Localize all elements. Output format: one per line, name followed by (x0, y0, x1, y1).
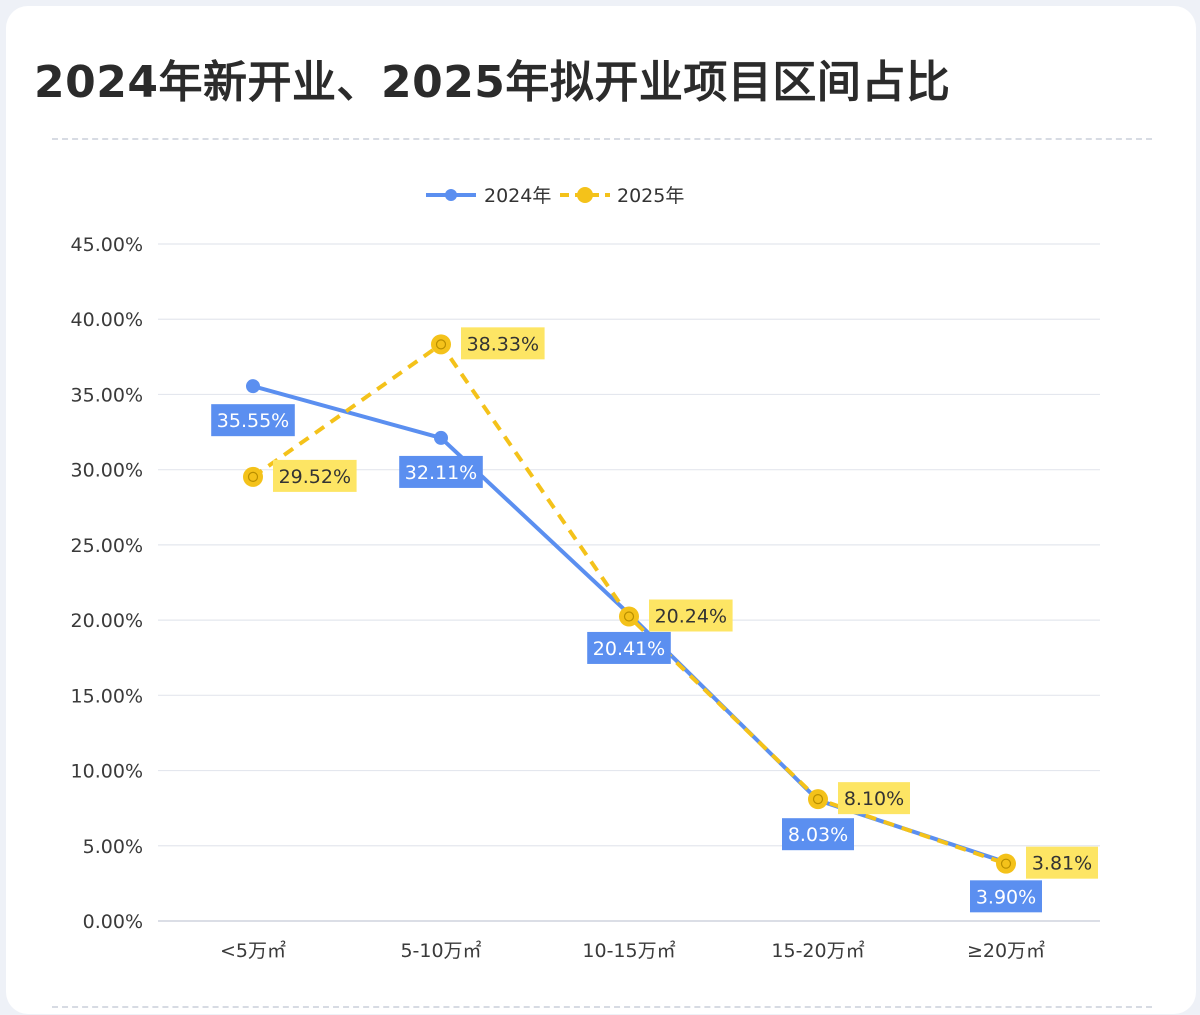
point-2025-ring (435, 339, 447, 350)
data-label-2025-bg (1026, 846, 1098, 879)
y-axis-ticks: 0.00% 5.00% 10.00% 15.00% 20.00% 25.00% 30.00%… (71, 234, 143, 933)
data-label-2024-bg (970, 880, 1042, 913)
legend-label-2024: 2024年 (484, 185, 551, 207)
chart-title: 2024年新开业、2025年拟开业项目区间占比 (34, 57, 951, 108)
y-tick-label: 35.00% (71, 384, 143, 406)
data-label-2024-text: 35.55% (217, 410, 289, 432)
point-2025 (996, 853, 1016, 874)
y-tick-label: 45.00% (71, 234, 143, 256)
point-2025-ring (247, 471, 259, 482)
data-label-2025-bg (649, 599, 733, 632)
data-label-2024-text: 8.03% (788, 824, 848, 846)
data-label-2025-text: 3.81% (1032, 853, 1092, 875)
data-label-2024-bg (587, 631, 671, 664)
data-label-2025: 38.33% (461, 327, 545, 360)
data-label-2025-text: 38.33% (467, 333, 539, 355)
point-2024 (246, 379, 260, 394)
data-label-2025: 20.24% (649, 599, 733, 632)
data-label-2024: 3.90% (970, 880, 1042, 913)
bottom-divider (52, 1006, 1152, 1008)
legend-marker-2024 (445, 189, 457, 201)
y-tick-label: 5.00% (83, 836, 143, 858)
point-2025 (431, 334, 451, 355)
legend-marker-2025 (577, 187, 593, 203)
data-label-2024-text: 3.90% (976, 886, 1036, 908)
point-2024 (434, 430, 448, 445)
y-tick-label: 20.00% (71, 610, 143, 632)
y-tick-label: 10.00% (71, 761, 143, 783)
data-label-2024-text: 20.41% (593, 638, 665, 660)
data-label-2024-bg (399, 455, 483, 488)
x-tick-label: ≥20万㎡ (967, 939, 1045, 962)
data-label-2025-text: 20.24% (655, 606, 727, 628)
point-2025 (808, 789, 828, 810)
data-label-2025: 3.81% (1026, 846, 1098, 879)
data-label-2024: 20.41% (587, 631, 671, 664)
point-2025-ring (1000, 858, 1012, 869)
legend: 2024年 2025年 (426, 185, 684, 207)
point-2025-ring (812, 794, 824, 805)
legend-label-2025: 2025年 (617, 185, 684, 207)
data-label-2025-text: 29.52% (279, 466, 351, 488)
gridlines (158, 243, 1100, 922)
y-tick-label: 30.00% (71, 460, 143, 482)
y-tick-label: 25.00% (71, 535, 143, 557)
data-label-2024: 32.11% (399, 455, 483, 488)
data-label-2025-bg (461, 327, 545, 360)
data-label-2025-bg (838, 782, 910, 815)
y-tick-label: 40.00% (71, 309, 143, 331)
data-label-2024: 35.55% (211, 404, 295, 437)
x-tick-label: 15-20万㎡ (771, 939, 864, 962)
x-tick-label: 10-15万㎡ (582, 939, 675, 962)
data-label-2024: 8.03% (782, 818, 854, 851)
data-label-2025: 29.52% (273, 459, 357, 492)
data-label-2024-bg (782, 818, 854, 851)
x-axis-ticks: <5万㎡ 5-10万㎡ 10-15万㎡ 15-20万㎡ ≥20万㎡ (220, 939, 1045, 962)
data-label-2024-text: 32.11% (405, 462, 477, 484)
point-2025 (619, 606, 639, 627)
x-tick-label: 5-10万㎡ (400, 939, 481, 962)
x-tick-label: <5万㎡ (220, 939, 286, 962)
y-tick-label: 15.00% (71, 685, 143, 707)
data-label-2025-text: 8.10% (844, 788, 904, 810)
y-tick-label: 0.00% (83, 911, 143, 933)
title-divider (52, 138, 1152, 140)
point-2025-ring (623, 611, 635, 622)
data-label-2025-bg (273, 459, 357, 492)
data-label-2025: 8.10% (838, 782, 910, 815)
point-2025 (243, 466, 263, 487)
data-label-2024-bg (211, 404, 295, 437)
